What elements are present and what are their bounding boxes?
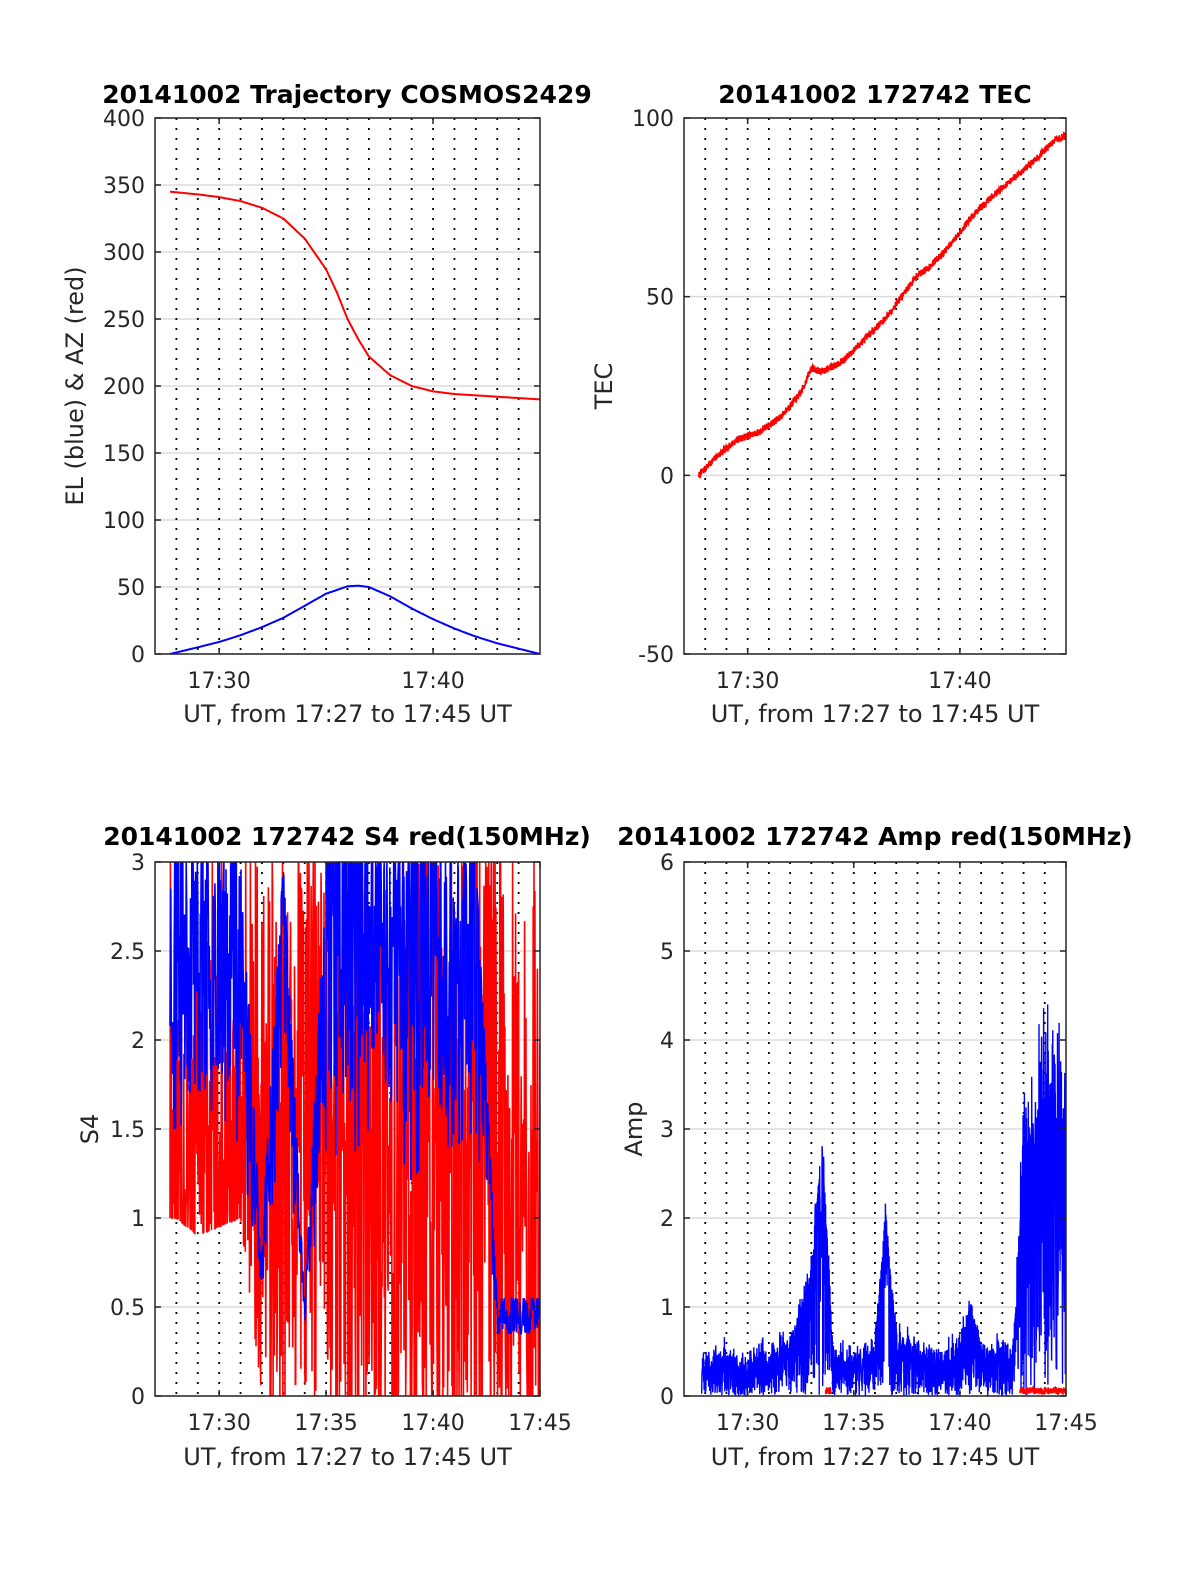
series-red bbox=[698, 131, 1066, 480]
ytick-label: 300 bbox=[103, 241, 145, 266]
xtick-label: 17:40 bbox=[928, 669, 991, 694]
xtick-label: 17:35 bbox=[822, 1411, 885, 1436]
ytick-label: 350 bbox=[103, 174, 145, 199]
series-blue bbox=[701, 1004, 1066, 1396]
y-axis-label: EL (blue) & AZ (red) bbox=[61, 266, 89, 505]
ytick-label: 0.5 bbox=[110, 1296, 145, 1321]
x-axis-label: UT, from 17:27 to 17:45 UT bbox=[711, 700, 1040, 728]
ytick-label: 5 bbox=[660, 940, 674, 965]
ytick-label: 0 bbox=[660, 1385, 674, 1410]
ytick-label: 1 bbox=[131, 1207, 145, 1232]
x-axis-label: UT, from 17:27 to 17:45 UT bbox=[711, 1443, 1040, 1471]
ytick-label: 100 bbox=[632, 107, 674, 132]
chart-title: 20141002 Trajectory COSMOS2429 bbox=[102, 80, 592, 109]
xtick-label: 17:30 bbox=[187, 1411, 250, 1436]
ytick-label: 50 bbox=[646, 286, 674, 311]
chart-trajectory: 0 50 100 150 200 250 300 350 400 17:30 17:40 201410… bbox=[61, 80, 592, 728]
chart-title: 20141002 172742 TEC bbox=[718, 80, 1031, 109]
ytick-label: 150 bbox=[103, 442, 145, 467]
series-line bbox=[1019, 1384, 1066, 1396]
series-line bbox=[698, 131, 1066, 480]
xtick-label: 17:30 bbox=[716, 669, 779, 694]
ytick-label: 400 bbox=[103, 107, 145, 132]
ytick-label: 4 bbox=[660, 1029, 674, 1054]
series-blue bbox=[169, 862, 540, 1335]
ytick-label: 2 bbox=[131, 1029, 145, 1054]
ytick-label: 0 bbox=[131, 643, 145, 668]
ytick-label: 200 bbox=[103, 375, 145, 400]
xtick-label: 17:30 bbox=[716, 1411, 779, 1436]
ytick-label: 2.5 bbox=[110, 940, 145, 965]
xtick-label: 17:45 bbox=[1034, 1411, 1097, 1436]
chart-title: 20141002 172742 Amp red(150MHz) bbox=[617, 822, 1133, 851]
chart-title: 20141002 172742 S4 red(150MHz) bbox=[103, 822, 591, 851]
ytick-label: 1 bbox=[660, 1296, 674, 1321]
series-blue bbox=[169, 584, 540, 654]
series-line bbox=[824, 1386, 832, 1395]
ytick-label: 50 bbox=[117, 576, 145, 601]
series-line bbox=[169, 862, 540, 1335]
series-line bbox=[701, 1004, 1066, 1396]
series-line bbox=[169, 862, 540, 1396]
y-axis-label: TEC bbox=[590, 363, 618, 411]
ytick-label: 6 bbox=[660, 851, 674, 876]
xtick-label: 17:35 bbox=[294, 1411, 357, 1436]
series-line bbox=[169, 190, 540, 401]
xtick-label: 17:45 bbox=[508, 1411, 571, 1436]
series-line bbox=[169, 584, 540, 654]
ytick-label: 3 bbox=[131, 851, 145, 876]
x-axis-label: UT, from 17:27 to 17:45 UT bbox=[183, 1443, 512, 1471]
plot-area bbox=[698, 131, 1066, 480]
ytick-label: 250 bbox=[103, 308, 145, 333]
ytick-label: 0 bbox=[131, 1385, 145, 1410]
ytick-label: 100 bbox=[103, 509, 145, 534]
y-axis-label: Amp bbox=[620, 1101, 648, 1156]
plot-area bbox=[169, 862, 540, 1396]
series-red bbox=[169, 190, 540, 401]
ytick-label: 0 bbox=[660, 464, 674, 489]
series-red bbox=[824, 1384, 1066, 1396]
series-red bbox=[169, 862, 540, 1396]
xtick-label: 17:40 bbox=[401, 669, 464, 694]
chart-s4: 0 0.5 1 1.5 2 2.5 3 17:30 17:35 17:40 17:45 2014100… bbox=[76, 822, 591, 1471]
x-axis-label: UT, from 17:27 to 17:45 UT bbox=[183, 700, 512, 728]
xtick-label: 17:40 bbox=[928, 1411, 991, 1436]
chart-tec: -50 0 50 100 17:30 17:40 20141002 172742 TEC UT… bbox=[590, 80, 1067, 728]
plot-area bbox=[169, 190, 540, 654]
xtick-label: 17:40 bbox=[401, 1411, 464, 1436]
y-axis-label: S4 bbox=[76, 1114, 104, 1145]
ytick-label: 3 bbox=[660, 1118, 674, 1143]
ytick-label: 2 bbox=[660, 1207, 674, 1232]
chart-amp: 0 1 2 3 4 5 6 17:30 17:35 17:40 17:45 20141002 1727… bbox=[617, 822, 1133, 1471]
ytick-label: -50 bbox=[638, 643, 674, 668]
ytick-label: 1.5 bbox=[110, 1118, 145, 1143]
axes-box bbox=[683, 117, 1067, 655]
xtick-label: 17:30 bbox=[187, 669, 250, 694]
plot-area bbox=[701, 1004, 1066, 1396]
